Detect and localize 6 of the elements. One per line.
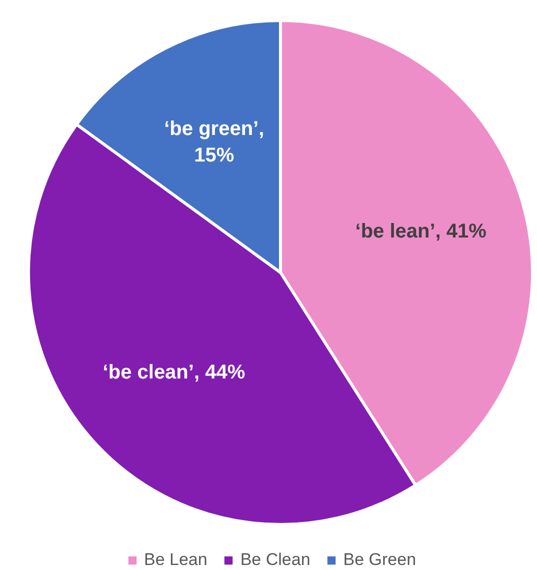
data-label: ‘be clean’, 44% [102,362,246,384]
data-label: ‘be lean’, 41% [355,220,487,243]
data-label: ‘be green’, 15% [164,118,264,166]
legend-label: Be Clean [240,550,310,570]
legend-label: Be Lean [144,550,208,570]
legend-label: Be Green [343,550,416,570]
